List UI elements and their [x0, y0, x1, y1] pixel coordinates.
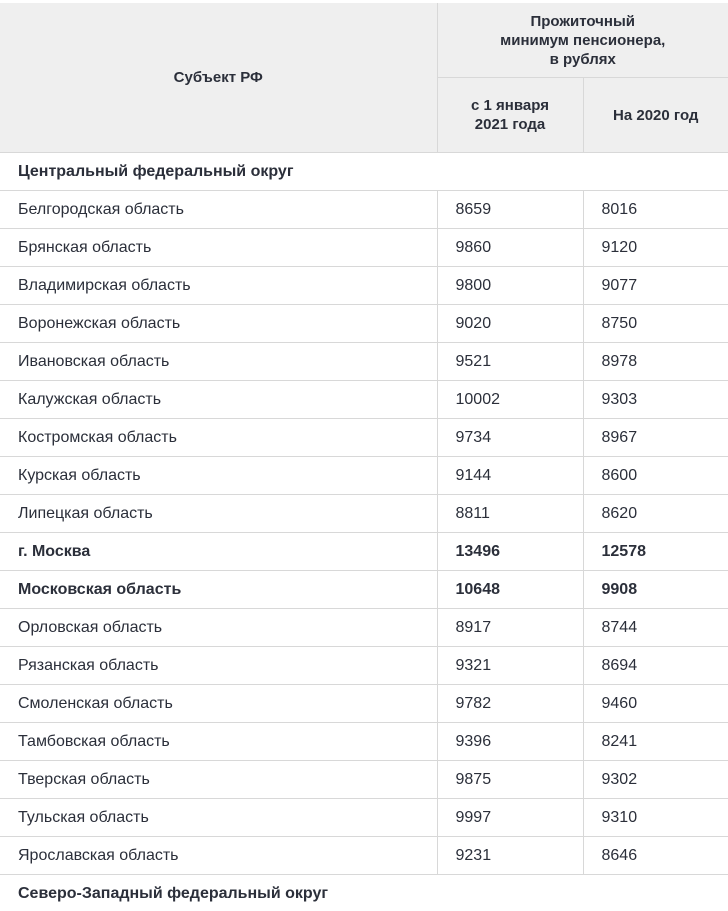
- section-row: Центральный федеральный округ: [0, 152, 728, 191]
- region-row: Брянская область 9860 9120: [0, 228, 728, 267]
- region-cell: Воронежская область: [0, 304, 438, 343]
- region-cell: Ярославская область: [0, 836, 438, 875]
- value-cell: 9908: [583, 570, 728, 609]
- value-cell: 9231: [437, 836, 584, 875]
- value-cell: 8016: [583, 190, 728, 229]
- value-cell: 12578: [583, 532, 728, 571]
- region-row: Липецкая область 8811 8620: [0, 494, 728, 533]
- region-cell: Тверская область: [0, 760, 438, 799]
- region-cell: Калужская область: [0, 380, 438, 419]
- value-cell: 9875: [437, 760, 584, 799]
- region-cell: Костромская область: [0, 418, 438, 457]
- region-cell: Рязанская область: [0, 646, 438, 685]
- value-cell: 10002: [437, 380, 584, 419]
- region-row: Орловская область 8917 8744: [0, 608, 728, 647]
- region-row: Тверская область 9875 9302: [0, 760, 728, 799]
- region-row: Ивановская область 9521 8978: [0, 342, 728, 381]
- value-cell: 9860: [437, 228, 584, 267]
- table-body: Центральный федеральный округ Белгородска…: [0, 152, 728, 911]
- value-cell: 8917: [437, 608, 584, 647]
- value-cell: 13496: [437, 532, 584, 571]
- value-cell: 9321: [437, 646, 584, 685]
- value-cell: 9120: [583, 228, 728, 267]
- value-cell: 8646: [583, 836, 728, 875]
- value-cell: 8600: [583, 456, 728, 495]
- region-cell: Брянская область: [0, 228, 438, 267]
- value-cell: 9302: [583, 760, 728, 799]
- region-cell: Тамбовская область: [0, 722, 438, 761]
- value-cell: 9303: [583, 380, 728, 419]
- header-cell: Субъект РФ: [0, 3, 438, 153]
- value-cell: 8750: [583, 304, 728, 343]
- value-cell: 9460: [583, 684, 728, 723]
- pension-table: Субъект РФ Прожиточный минимум пенсионер…: [0, 3, 728, 911]
- value-cell: 8967: [583, 418, 728, 457]
- value-cell: 8620: [583, 494, 728, 533]
- region-cell: Тульская область: [0, 798, 438, 837]
- value-cell: 9782: [437, 684, 584, 723]
- region-row: Белгородская область 8659 8016: [0, 190, 728, 229]
- region-row: Курская область 9144 8600: [0, 456, 728, 495]
- section-cell: Северо-Западный федеральный округ: [0, 874, 728, 911]
- region-cell: Орловская область: [0, 608, 438, 647]
- value-cell: 9521: [437, 342, 584, 381]
- value-cell: 9144: [437, 456, 584, 495]
- value-cell: 8744: [583, 608, 728, 647]
- region-cell: г. Москва: [0, 532, 438, 571]
- region-row: Владимирская область 9800 9077: [0, 266, 728, 305]
- region-cell: Владимирская область: [0, 266, 438, 305]
- value-cell: 8241: [583, 722, 728, 761]
- region-cell: Московская область: [0, 570, 438, 609]
- header-row: Субъект РФ Прожиточный минимум пенсионер…: [0, 3, 728, 153]
- region-cell: Ивановская область: [0, 342, 438, 381]
- region-row: Тамбовская область 9396 8241: [0, 722, 728, 761]
- value-cell: 8978: [583, 342, 728, 381]
- value-cell: 9077: [583, 266, 728, 305]
- header-cell: с 1 января 2021 года: [436, 77, 584, 153]
- region-cell: Курская область: [0, 456, 438, 495]
- section-row: Северо-Западный федеральный округ: [0, 874, 728, 911]
- section-cell: Центральный федеральный округ: [0, 152, 728, 191]
- value-cell: 10648: [437, 570, 584, 609]
- header-cell: Прожиточный минимум пенсионера, в рублях: [436, 3, 728, 78]
- page: Субъект РФ Прожиточный минимум пенсионер…: [0, 3, 728, 911]
- header-row: с 1 января 2021 года На 2020 год: [0, 77, 728, 153]
- value-cell: 9734: [437, 418, 584, 457]
- region-cell: Липецкая область: [0, 494, 438, 533]
- region-row: Рязанская область 9321 8694: [0, 646, 728, 685]
- value-cell: 8659: [437, 190, 584, 229]
- region-row: Костромская область 9734 8967: [0, 418, 728, 457]
- value-cell: 9020: [437, 304, 584, 343]
- value-cell: 8694: [583, 646, 728, 685]
- region-row: Воронежская область 9020 8750: [0, 304, 728, 343]
- value-cell: 9800: [437, 266, 584, 305]
- region-row: Ярославская область 9231 8646: [0, 836, 728, 875]
- region-cell: Белгородская область: [0, 190, 438, 229]
- region-row: Тульская область 9997 9310: [0, 798, 728, 837]
- region-row: Калужская область 10002 9303: [0, 380, 728, 419]
- region-row: Смоленская область 9782 9460: [0, 684, 728, 723]
- region-row: г. Москва 13496 12578: [0, 532, 728, 571]
- region-cell: Смоленская область: [0, 684, 438, 723]
- value-cell: 9997: [437, 798, 584, 837]
- value-cell: 9396: [437, 722, 584, 761]
- value-cell: 8811: [437, 494, 584, 533]
- value-cell: 9310: [583, 798, 728, 837]
- header-cell: На 2020 год: [582, 77, 728, 153]
- region-row: Московская область 10648 9908: [0, 570, 728, 609]
